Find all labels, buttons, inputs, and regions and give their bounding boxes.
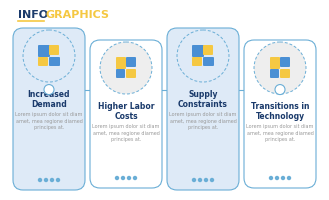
FancyBboxPatch shape <box>192 45 204 57</box>
FancyBboxPatch shape <box>116 69 125 78</box>
Text: Lorem ipsum dolor sit diam
amet, mea regione diamed
principes at.: Lorem ipsum dolor sit diam amet, mea reg… <box>15 112 83 130</box>
Circle shape <box>100 42 152 94</box>
FancyBboxPatch shape <box>203 45 213 55</box>
Circle shape <box>204 178 208 182</box>
FancyBboxPatch shape <box>192 57 202 66</box>
Circle shape <box>133 176 137 180</box>
FancyBboxPatch shape <box>280 57 290 67</box>
FancyBboxPatch shape <box>90 40 162 188</box>
FancyBboxPatch shape <box>126 57 136 67</box>
Text: Lorem ipsum dolor sit diam
amet, mea regione diamed
principes at.: Lorem ipsum dolor sit diam amet, mea reg… <box>92 124 160 142</box>
FancyBboxPatch shape <box>126 69 136 78</box>
Text: Higher Labor
Costs: Higher Labor Costs <box>98 102 154 121</box>
Circle shape <box>275 85 285 95</box>
FancyBboxPatch shape <box>270 57 280 69</box>
Circle shape <box>121 176 125 180</box>
Circle shape <box>254 42 306 94</box>
FancyBboxPatch shape <box>116 57 126 69</box>
Circle shape <box>198 178 202 182</box>
Circle shape <box>23 30 75 82</box>
FancyBboxPatch shape <box>13 28 85 190</box>
Circle shape <box>44 85 54 95</box>
FancyBboxPatch shape <box>270 69 279 78</box>
FancyBboxPatch shape <box>167 28 239 190</box>
Circle shape <box>210 178 214 182</box>
Text: Lorem ipsum dolor sit diam
amet, mea regione diamed
principes at.: Lorem ipsum dolor sit diam amet, mea reg… <box>169 112 237 130</box>
FancyBboxPatch shape <box>203 57 214 66</box>
FancyBboxPatch shape <box>280 69 290 78</box>
Text: INFO: INFO <box>18 10 48 20</box>
FancyBboxPatch shape <box>38 57 48 66</box>
Circle shape <box>127 176 131 180</box>
Circle shape <box>38 178 42 182</box>
FancyBboxPatch shape <box>49 45 59 55</box>
Circle shape <box>177 30 229 82</box>
FancyBboxPatch shape <box>38 45 50 57</box>
Circle shape <box>275 176 279 180</box>
Text: Transitions in
Technology: Transitions in Technology <box>251 102 309 121</box>
Circle shape <box>44 178 48 182</box>
Circle shape <box>287 176 291 180</box>
Text: Lorem ipsum dolor sit diam
amet, mea regione diamed
principes at.: Lorem ipsum dolor sit diam amet, mea reg… <box>246 124 314 142</box>
FancyBboxPatch shape <box>244 40 316 188</box>
Circle shape <box>192 178 196 182</box>
Text: Supply
Constraints: Supply Constraints <box>178 90 228 109</box>
Circle shape <box>269 176 273 180</box>
Circle shape <box>281 176 285 180</box>
Circle shape <box>56 178 60 182</box>
FancyBboxPatch shape <box>49 57 60 66</box>
Circle shape <box>115 176 119 180</box>
Text: GRAPHICS: GRAPHICS <box>46 10 110 20</box>
Circle shape <box>50 178 54 182</box>
Text: Increased
Demand: Increased Demand <box>28 90 70 109</box>
